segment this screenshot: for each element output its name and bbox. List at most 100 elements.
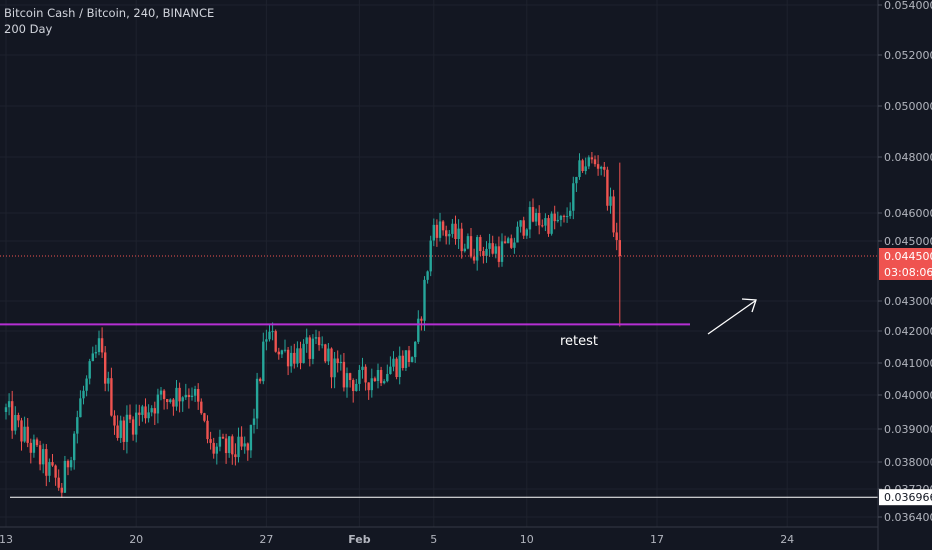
candle-body — [259, 378, 262, 382]
candle-body — [395, 358, 398, 378]
candle-body — [107, 378, 110, 384]
candle-body — [38, 445, 42, 465]
time-tick-label: 27 — [259, 533, 273, 546]
price-tick-label: 0.039000 — [884, 423, 932, 436]
candle-body — [482, 251, 485, 256]
candle-body — [159, 390, 163, 395]
candle-body — [426, 271, 429, 280]
candle-body — [215, 446, 218, 454]
candle-body — [88, 361, 91, 379]
candle-body — [603, 166, 606, 170]
arrow-icon — [707, 300, 756, 335]
candle-body — [379, 369, 383, 384]
time-tick-label: 13 — [0, 533, 13, 546]
candle-body — [572, 183, 575, 211]
symbol-title[interactable]: Bitcoin Cash / Bitcoin, 240, BINANCE — [4, 6, 215, 20]
candle-body — [51, 462, 54, 466]
candle-body — [153, 408, 156, 414]
candle-body — [420, 318, 423, 321]
candle-body — [364, 366, 367, 383]
support-price-badge-background — [879, 489, 932, 506]
candle-body — [404, 350, 408, 368]
countdown-badge-background — [879, 264, 932, 280]
candle-body — [166, 399, 169, 403]
candle-body — [69, 460, 73, 468]
candle-body — [125, 414, 129, 442]
candle-body — [23, 426, 26, 442]
candle-body — [299, 348, 302, 364]
horizontal-lines — [0, 255, 878, 498]
candle-body — [203, 413, 206, 421]
candle-body — [569, 210, 572, 217]
candle-body — [97, 338, 101, 353]
candle-body — [91, 353, 94, 362]
price-tick-label: 0.038000 — [884, 456, 932, 469]
candle-body — [122, 420, 125, 442]
candle-body — [321, 344, 324, 346]
candle-body — [32, 439, 36, 453]
candle-body — [612, 196, 615, 233]
candle-body — [507, 238, 510, 244]
candle-body — [7, 401, 11, 408]
candle-body — [578, 160, 581, 178]
candle-body — [615, 232, 618, 241]
candle-body — [271, 331, 274, 333]
candle-body — [252, 418, 256, 425]
candle-body — [324, 344, 327, 362]
candle-body — [609, 196, 612, 206]
candle-body — [600, 166, 603, 169]
candle-body — [355, 383, 358, 392]
candle-body — [348, 373, 352, 381]
grid-lines — [0, 0, 878, 527]
candle-body — [376, 369, 380, 382]
price-tick-label: 0.043000 — [884, 295, 932, 308]
candle-body — [48, 462, 51, 476]
candle-body — [169, 399, 172, 403]
price-tick-label: 0.045000 — [884, 235, 932, 248]
chart-legend: Bitcoin Cash / Bitcoin, 240, BINANCE 200… — [4, 5, 214, 37]
time-tick-label: 17 — [650, 533, 664, 546]
candle-body — [237, 436, 240, 458]
candle-body — [451, 223, 454, 234]
candles — [4, 152, 621, 498]
candle-body — [246, 443, 249, 451]
candle-body — [370, 378, 373, 391]
candle-body — [228, 436, 231, 454]
price-tick-label: 0.052000 — [884, 49, 932, 62]
candle-body — [510, 238, 513, 248]
candle-body — [513, 242, 516, 248]
candle-body — [333, 358, 336, 378]
candle-body — [240, 436, 243, 447]
candle-body — [63, 460, 67, 493]
candle-body — [407, 350, 411, 363]
candle-body — [175, 387, 178, 407]
candle-body — [562, 215, 566, 217]
countdown-badge: 03:08:06 — [879, 264, 932, 280]
candle-body — [277, 351, 280, 355]
price-tick-label: 0.054000 — [884, 0, 932, 12]
candle-body — [587, 157, 590, 167]
annotations: retest — [560, 298, 757, 349]
candle-body — [342, 361, 346, 388]
candle-body — [187, 394, 191, 397]
candle-body — [441, 221, 445, 231]
support-price-badge-text: 0.036966 — [884, 491, 932, 504]
candle-body — [172, 399, 175, 407]
candle-body — [94, 352, 98, 354]
candle-body — [454, 223, 457, 240]
candle-body — [144, 406, 147, 419]
candle-body — [438, 221, 442, 238]
price-tick-label: 0.041000 — [884, 357, 932, 370]
candle-body — [590, 157, 594, 160]
candle-body — [386, 374, 389, 382]
candle-body — [466, 236, 470, 249]
candle-body — [17, 415, 20, 421]
candle-body — [150, 408, 153, 413]
candle-body — [503, 241, 507, 244]
candle-body — [197, 389, 200, 402]
current-price-badge-text: 0.044500 — [884, 250, 932, 263]
candle-body — [14, 415, 17, 431]
indicator-label[interactable]: 200 Day — [4, 22, 53, 36]
